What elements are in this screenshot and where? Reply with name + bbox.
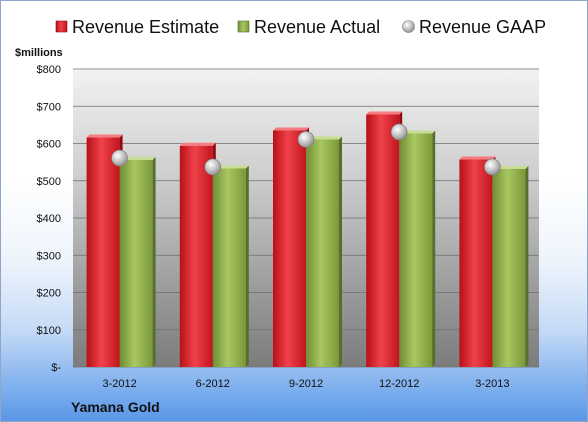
legend-label: Revenue Actual [254,17,380,37]
bar-revenue-estimate [366,111,403,367]
gaap-marker [297,131,315,148]
x-axis-labels: 3-2012 6-2012 9-2012 12-2012 3-2013 [102,378,509,390]
y-tick-label: $800 [37,64,61,76]
bar-revenue-actual [306,136,342,367]
bar-front [306,139,339,367]
bar-revenue-actual [492,165,529,367]
bar-side [245,165,249,367]
y-tick-label: $600 [37,139,61,151]
legend-item-revenue-estimate: Revenue Estimate [55,17,219,37]
gaap-marker [390,123,408,141]
bar-top [86,134,123,138]
bar-front [492,168,526,367]
bar-side [339,136,342,367]
y-tick-label: $700 [37,101,61,113]
bar-top [459,156,496,160]
x-tick-label: 3-2013 [475,378,509,390]
bar-front [119,159,153,367]
bar-top [492,165,529,169]
legend-item-revenue-actual: Revenue Actual [237,17,380,37]
bar-front [399,133,433,367]
bar-revenue-actual [212,165,249,367]
company-name: Yamana Gold [71,399,160,415]
y-tick-label: $- [51,362,61,374]
bar-top [273,127,309,131]
y-tick-label: $400 [37,213,61,225]
bar-side [152,156,156,367]
bar-top [179,142,216,146]
legend-label: Revenue GAAP [419,17,546,37]
gaap-marker [484,158,501,176]
bar-front [179,145,213,367]
bar-revenue-estimate [459,156,496,367]
bar-revenue-actual [399,130,436,367]
bar-front [86,137,120,367]
x-tick-label: 12-2012 [379,378,419,390]
bar-top [366,111,403,115]
bar-front [366,114,400,367]
y-tick-label: $200 [37,288,61,300]
bars [86,111,529,368]
bar-top [306,136,342,140]
legend-swatch [237,20,250,33]
bar-revenue-estimate [179,142,216,367]
bar-top [212,165,249,169]
legend-label: Revenue Estimate [72,17,219,37]
legend-swatch [402,20,415,33]
x-tick-label: 6-2012 [196,378,230,390]
bar-revenue-estimate [273,127,309,368]
bar-side [432,130,436,367]
bar-top [399,130,436,134]
y-unit-label: $millions [15,47,63,59]
bar-front [212,168,246,367]
y-tick-label: $500 [37,176,61,188]
bar-revenue-actual [119,156,156,367]
gaap-markers [111,123,501,176]
bar-top [119,156,156,160]
bar-front [273,130,306,367]
bar-revenue-estimate [86,134,123,367]
bar-side [525,165,529,367]
legend-swatch [55,20,68,33]
x-tick-label: 9-2012 [289,378,323,390]
gaap-marker [111,149,128,167]
legend-item-revenue-gaap: Revenue GAAP [402,17,546,37]
legend: Revenue Estimate Revenue Actual Revenue GA… [55,17,546,37]
y-tick-label: $300 [37,250,61,262]
y-tick-label: $100 [37,325,61,337]
y-axis-ticks: $- $100 $200 $300 $400 $500 $600 $700 $800 [37,64,62,374]
bar-front [459,159,493,367]
gaap-marker [204,158,222,176]
x-tick-label: 3-2012 [102,378,136,390]
